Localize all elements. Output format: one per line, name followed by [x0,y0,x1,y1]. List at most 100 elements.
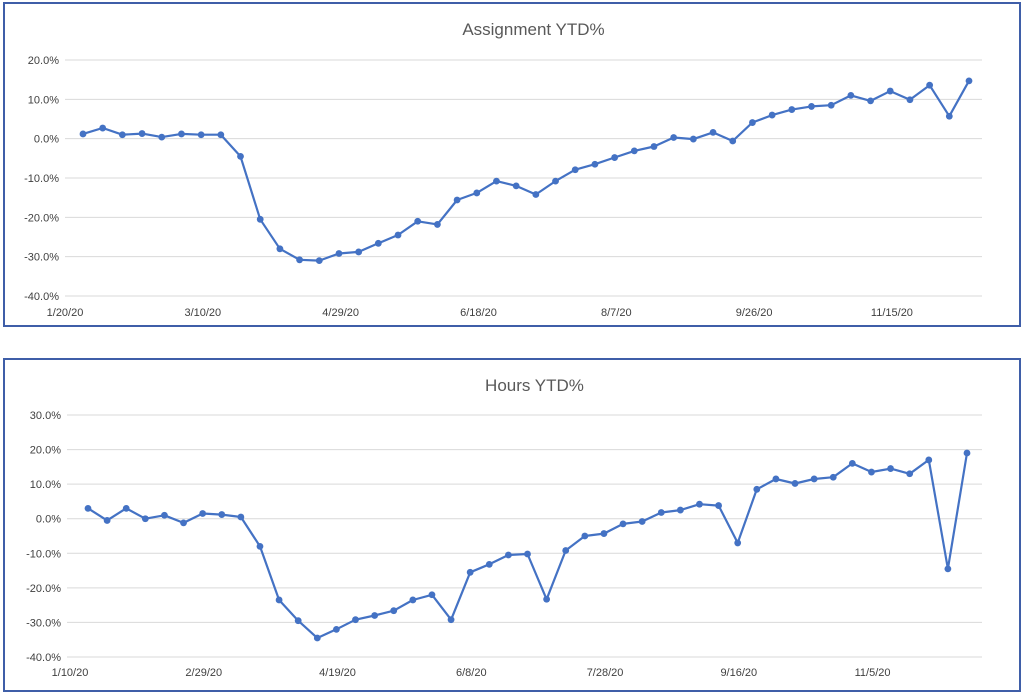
assignment-x-tick-label: 6/18/20 [460,307,497,319]
hours-y-tick-label: -30.0% [26,617,61,629]
hours-y-tick-label: -20.0% [26,583,61,595]
hours-data-point [887,465,894,472]
assignment-data-point [158,133,166,141]
hours-data-point [562,547,570,554]
assignment-data-point [788,106,796,113]
assignment-data-point [374,239,382,247]
assignment-data-point [867,97,874,105]
assignment-data-point [197,131,205,139]
hours-data-point [294,617,302,625]
assignment-data-point [768,111,776,119]
assignment-chart-panel: Assignment YTD% 20.0% 10.0% 0.0% -10.0% -20.0… [3,2,1021,327]
assignment-data-point [808,103,815,110]
hours-series-line [87,452,969,640]
hours-x-tick-label: 2/29/20 [185,667,222,679]
assignment-data-point [945,112,953,120]
assignment-chart-title: Assignment YTD% [462,20,604,39]
assignment-x-tick-label: 4/29/20 [322,307,359,319]
hours-data-point [734,539,742,547]
hours-data-point [619,520,627,528]
hours-data-point [390,607,398,615]
assignment-x-tick-label: 11/15/20 [871,307,913,319]
assignment-data-point [827,101,835,109]
assignment-data-point [512,182,520,190]
assignment-data-point [256,215,264,223]
assignment-data-point [276,245,284,253]
assignment-data-point [847,92,855,99]
hours-x-tick-label: 7/28/20 [587,667,624,679]
assignment-data-point [729,137,737,145]
hours-x-tick-label: 4/19/20 [319,667,356,679]
hours-y-tick-label: 20.0% [30,445,61,457]
hours-data-point [524,550,531,558]
hours-data-point [256,542,264,550]
hours-chart-panel: Hours YTD% 30.0% 20.0% 10.0% 0.0% -10.0% -20.0… [3,358,1021,692]
hours-y-tick-label: 30.0% [30,410,61,422]
hours-y-tick-label: 10.0% [30,479,61,491]
hours-data-point [313,634,321,642]
hours-data-point [122,504,130,512]
hours-data-point [218,511,226,518]
assignment-data-point [532,191,540,198]
hours-data-point [485,560,493,568]
hours-data-point [237,513,245,521]
assignment-y-tick-label: -20.0% [24,212,59,224]
hours-chart: Hours YTD% 30.0% 20.0% 10.0% 0.0% -10.0% -20.0… [26,376,982,679]
assignment-data-point [749,119,756,126]
hours-data-point [161,511,168,519]
assignment-data-point [611,154,618,161]
assignment-data-point [315,257,323,264]
hours-data-point [676,506,684,514]
hours-data-point [466,568,474,576]
hours-x-tick-label: 11/5/20 [855,667,891,679]
hours-x-tick-label: 6/8/20 [456,667,487,679]
assignment-data-point [138,130,146,137]
hours-data-point [791,480,799,487]
assignment-data-point [630,147,638,155]
hours-data-point [275,596,283,604]
assignment-data-point [886,87,894,95]
hours-data-point [829,473,837,481]
hours-data-point [371,612,379,619]
assignment-data-point [591,160,599,168]
hours-data-point [180,519,187,527]
assignment-data-point [178,130,185,138]
hours-data-point [428,591,436,599]
assignment-data-point [926,81,934,89]
assignment-data-point [118,131,126,139]
assignment-data-point [296,256,303,264]
hours-data-point [600,530,608,537]
hours-data-point [753,485,761,493]
assignment-y-tick-label: 0.0% [34,134,59,146]
hours-y-tick-label: 0.0% [36,514,61,526]
assignment-data-point [355,248,363,256]
assignment-data-point [434,221,441,228]
assignment-data-point [670,134,678,141]
assignment-chart: Assignment YTD% 20.0% 10.0% 0.0% -10.0% -20.0… [24,20,982,319]
assignment-data-point [99,124,107,132]
hours-data-point [772,475,780,483]
hours-y-tick-label: -10.0% [26,548,61,560]
hours-data-point [543,595,551,603]
assignment-data-point [650,143,658,150]
hours-data-point [581,532,589,540]
hours-data-point [925,456,933,464]
assignment-data-point [394,231,402,239]
hours-data-point [696,500,703,508]
hours-x-tick-label: 1/10/20 [52,667,89,679]
assignment-data-point [453,196,461,204]
assignment-y-tick-label: -30.0% [24,252,59,264]
assignment-data-point [689,135,697,143]
hours-data-point [141,515,149,523]
assignment-y-tick-label: 20.0% [28,55,59,67]
hours-data-point [199,510,207,517]
hours-data-point [409,596,417,604]
hours-data-point [848,460,856,467]
hours-data-point [103,517,111,524]
assignment-data-point [571,166,579,174]
hours-data-point [333,625,340,633]
assignment-data-point [79,130,87,138]
hours-data-point [868,468,875,476]
hours-data-point [944,565,952,573]
hours-data-point [657,509,665,516]
